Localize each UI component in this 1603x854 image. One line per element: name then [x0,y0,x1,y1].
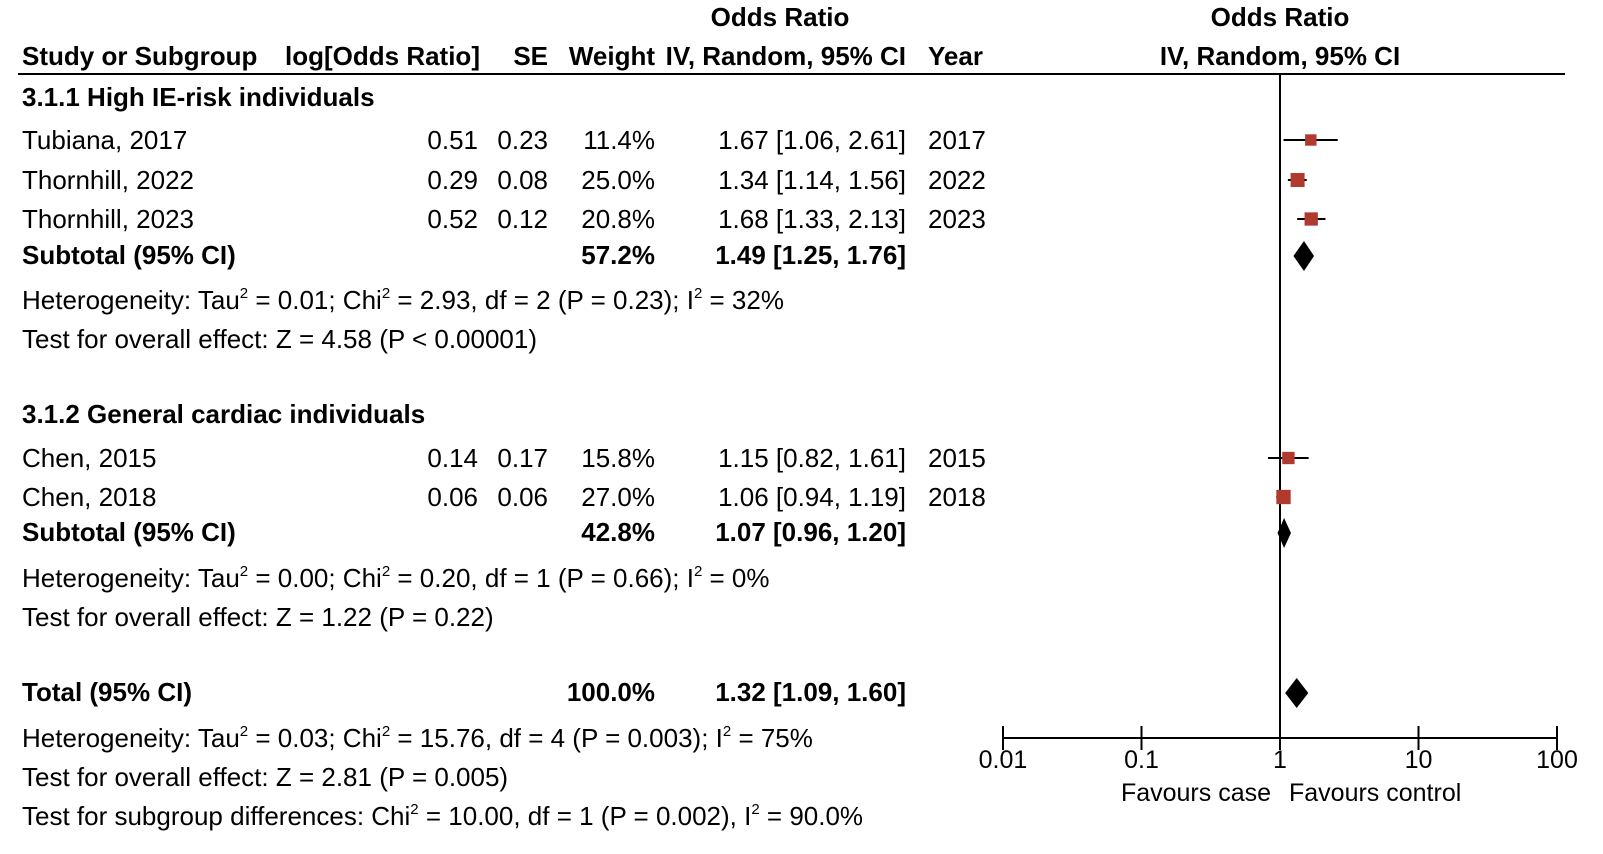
group-title: 3.1.1 High IE-risk individuals [22,82,375,112]
total-or-ci: 1.32 [1.09, 1.60] [715,677,906,707]
study-log-or: 0.14 [427,443,478,473]
se-column-header: SE [513,41,548,71]
summary-diamond [1285,678,1309,708]
study-weight: 25.0% [581,165,655,195]
study-weight: 15.8% [581,443,655,473]
study-weight: 27.0% [581,482,655,512]
x-tick-label: 10 [1405,746,1433,774]
overall-effect-text: Test for overall effect: Z = 1.22 (P = 0… [22,602,494,632]
study-effect-marker [1290,173,1305,187]
study-year: 2017 [928,125,986,155]
study-or-ci: 1.15 [0.82, 1.61] [718,443,906,473]
study-weight: 20.8% [581,204,655,234]
study-or-ci: 1.67 [1.06, 2.61] [718,125,906,155]
study-or-ci: 1.34 [1.14, 1.56] [718,165,906,195]
study-year: 2022 [928,165,986,195]
year-column-header: Year [928,41,983,71]
study-log-or: 0.51 [427,125,478,155]
heterogeneity-text: Heterogeneity: Tau2 = 0.03; Chi2 = 15.76… [22,723,813,753]
study-or-ci: 1.68 [1.33, 2.13] [718,204,906,234]
plot-ci-header: IV, Random, 95% CI [1159,41,1401,71]
subtotal-weight: 42.8% [581,517,655,547]
total-label: Total (95% CI) [22,677,192,707]
or-ci-column-header: IV, Random, 95% CI [665,41,906,71]
subgroup-differences-text: Test for subgroup differences: Chi2 = 10… [22,801,864,831]
total-weight: 100.0% [566,677,655,707]
summary-diamond [1293,241,1315,271]
study-effect-marker [1282,451,1295,465]
study-log-or: 0.29 [427,165,478,195]
study-column-header: Study or Subgroup [22,41,258,71]
overall-effect-text: Test for overall effect: Z = 4.58 (P < 0… [22,324,537,354]
subtotal-label: Subtotal (95% CI) [22,240,236,270]
study-or-ci: 1.06 [0.94, 1.19] [718,482,906,512]
study-se: 0.06 [497,482,548,512]
study-se: 0.12 [497,204,548,234]
study-name: Thornhill, 2023 [22,204,194,234]
subtotal-weight: 57.2% [581,240,655,270]
subtotal-label: Subtotal (95% CI) [22,517,236,547]
study-year: 2023 [928,204,986,234]
favours-case-label: Favours case [1121,779,1271,807]
heterogeneity-text: Heterogeneity: Tau2 = 0.01; Chi2 = 2.93,… [22,285,784,315]
study-se: 0.23 [497,125,548,155]
odds-ratio-plot-header: Odds Ratio [1210,2,1350,32]
subtotal-or-ci: 1.07 [0.96, 1.20] [715,517,906,547]
x-tick-label: 0.01 [979,746,1028,774]
x-tick-label: 0.1 [1124,746,1159,774]
study-effect-marker [1276,489,1291,505]
favours-control-label: Favours control [1289,779,1461,807]
study-year: 2018 [928,482,986,512]
heterogeneity-text: Heterogeneity: Tau2 = 0.00; Chi2 = 0.20,… [22,563,770,593]
study-name: Tubiana, 2017 [22,125,188,155]
study-weight: 11.4% [583,125,655,155]
subtotal-or-ci: 1.49 [1.25, 1.76] [715,240,906,270]
study-name: Chen, 2018 [22,482,157,512]
study-effect-marker [1304,212,1318,226]
group-title: 3.1.2 General cardiac individuals [22,399,426,429]
log-or-column-header: log[Odds Ratio] [285,41,480,71]
study-effect-marker [1305,134,1317,146]
x-tick-label: 1 [1273,746,1287,774]
study-se: 0.17 [497,443,548,473]
study-name: Thornhill, 2022 [22,165,194,195]
odds-ratio-group-header: Odds Ratio [710,2,850,32]
summary-diamond [1277,518,1291,548]
study-log-or: 0.52 [427,204,478,234]
study-se: 0.08 [497,165,548,195]
study-year: 2015 [928,443,986,473]
weight-column-header: Weight [568,41,655,71]
study-name: Chen, 2015 [22,443,157,473]
study-log-or: 0.06 [427,482,478,512]
overall-effect-text: Test for overall effect: Z = 2.81 (P = 0… [22,762,509,792]
x-tick-label: 100 [1536,746,1578,774]
